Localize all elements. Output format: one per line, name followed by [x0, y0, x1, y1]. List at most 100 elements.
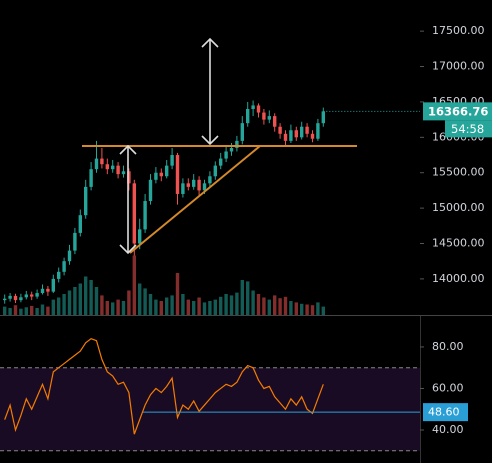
volume-bar: [224, 294, 228, 315]
candle-body: [148, 179, 153, 202]
volume-bar: [321, 306, 325, 315]
rsi-pane: [0, 367, 420, 452]
candle-body: [283, 133, 288, 141]
candle-body: [170, 155, 174, 166]
candle-body: [305, 126, 309, 134]
candle-body: [73, 232, 77, 251]
candle-body: [192, 179, 196, 187]
candle-body: [100, 158, 104, 165]
volume-bar: [8, 308, 12, 315]
rsi-tick-label: 40.00: [432, 423, 464, 436]
volume-bar: [116, 299, 120, 315]
candle-body: [229, 147, 234, 152]
candle-body: [278, 126, 282, 134]
y-tick-label: 14500.00: [432, 237, 485, 250]
trend-line: [129, 145, 261, 254]
candle-body: [181, 183, 185, 194]
volume-bar: [13, 305, 18, 315]
candle-body: [251, 105, 255, 110]
candle-body: [165, 165, 169, 177]
candle-body: [202, 183, 207, 191]
candle-body: [35, 293, 39, 297]
volume-bar: [165, 297, 169, 315]
volume-bar: [148, 294, 153, 315]
volume-bar: [73, 287, 77, 315]
candle-body: [186, 183, 190, 187]
candle-body: [175, 155, 180, 194]
volume-bar: [208, 301, 212, 315]
candle-body: [224, 151, 228, 159]
volume-bar: [262, 297, 266, 315]
volume-bar: [316, 302, 320, 315]
volume-bar: [138, 283, 142, 315]
volume-bar: [51, 299, 55, 315]
volume-bar: [202, 302, 207, 315]
candle-body: [116, 165, 120, 175]
volume-bar: [35, 308, 39, 315]
volume-bar: [256, 294, 261, 315]
candle-body: [235, 140, 239, 148]
candle-body: [78, 215, 82, 233]
volume-bar: [154, 299, 158, 315]
candle-body: [316, 123, 320, 139]
volume-bar: [181, 294, 185, 315]
y-tick-label: 17000.00: [432, 60, 485, 73]
candle-body: [105, 164, 109, 170]
candle-body: [111, 165, 115, 170]
candle-body: [154, 172, 158, 180]
volume-bar: [132, 255, 136, 315]
measure-arrow: [119, 144, 137, 255]
candle-body: [62, 261, 66, 272]
countdown-box: [445, 120, 492, 138]
candle-body: [300, 126, 304, 138]
measure-arrow: [201, 37, 219, 146]
y-tick-label: 15000.00: [432, 201, 485, 214]
rsi-line: [4, 337, 324, 435]
volume-bar: [84, 276, 88, 315]
volume-bar: [24, 307, 28, 315]
candle-body: [19, 297, 23, 301]
volume-bar: [62, 294, 66, 315]
volume-bar: [213, 299, 217, 315]
volume-bar: [30, 305, 34, 315]
volume-bar: [111, 302, 115, 315]
candle-body: [57, 271, 61, 279]
volume-bar: [310, 305, 315, 315]
volume-bar: [240, 280, 244, 315]
last-price-label: 16366.76: [428, 104, 488, 118]
volume-bar: [219, 296, 223, 315]
candle-body: [256, 105, 261, 113]
volume-bar: [300, 303, 304, 315]
candle-body: [262, 112, 266, 120]
volume-bar: [192, 301, 196, 315]
candle-body: [51, 278, 55, 292]
rsi-level-label: 48.60: [428, 406, 460, 419]
candle-body: [219, 158, 223, 166]
volume-bar: [229, 295, 234, 315]
rsi-tick-label: 60.00: [432, 381, 464, 394]
candle-body: [294, 130, 298, 138]
volume-bar: [170, 295, 174, 315]
volume-bar: [235, 292, 239, 315]
volume-bar: [159, 301, 163, 315]
countdown-label: 54:58: [451, 122, 484, 136]
volume-bar: [267, 299, 271, 315]
volume-bar: [121, 301, 126, 315]
volume-bar: [67, 290, 72, 315]
volume-bar: [19, 308, 23, 315]
candle-body: [213, 165, 217, 177]
volume-bar: [105, 301, 109, 315]
candle-body: [321, 111, 325, 124]
volume-bar: [197, 297, 201, 315]
candle-body: [40, 288, 45, 294]
candle-body: [24, 294, 28, 298]
candle-body: [310, 133, 315, 139]
rsi-tick-label: 80.00: [432, 340, 464, 353]
volume-bar: [3, 306, 7, 315]
volume-bar: [283, 296, 288, 315]
volume-bar: [273, 295, 277, 315]
candle-body: [84, 186, 88, 216]
candle-body: [127, 171, 131, 184]
candle-body: [89, 169, 93, 187]
